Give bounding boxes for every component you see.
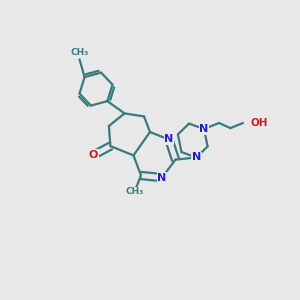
Text: O: O xyxy=(89,150,98,160)
Text: OH: OH xyxy=(250,118,268,128)
Text: CH₃: CH₃ xyxy=(70,48,88,57)
Text: N: N xyxy=(200,124,208,134)
Text: N: N xyxy=(158,172,166,183)
Text: N: N xyxy=(164,134,173,145)
Text: CH₃: CH₃ xyxy=(125,188,143,196)
Text: N: N xyxy=(192,152,201,163)
